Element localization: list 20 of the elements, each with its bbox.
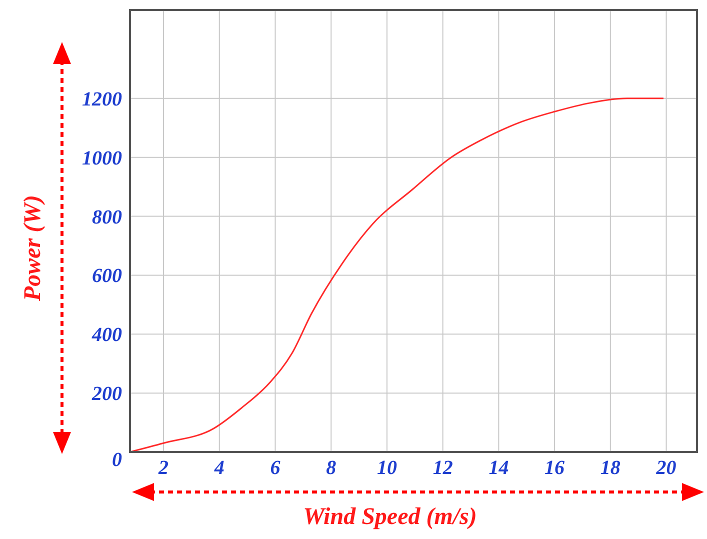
x-tick-label: 12 — [432, 457, 453, 479]
x-tick-label: 6 — [270, 457, 280, 479]
x-tick-label: 16 — [544, 457, 565, 479]
x-tick-label: 14 — [488, 457, 509, 479]
y-tick-label: 1000 — [82, 147, 122, 170]
y-tick-label: 800 — [92, 206, 122, 228]
y-tick-label: 1200 — [82, 88, 122, 110]
y-tick-label: 0 — [112, 449, 122, 471]
x-tick-label: 20 — [655, 457, 676, 479]
x-tick-label: 10 — [376, 457, 397, 479]
y-tick-label: 200 — [91, 383, 122, 406]
x-tick-label: 4 — [213, 457, 224, 479]
x-tick-label: 8 — [326, 457, 336, 479]
x-tick-label: 18 — [600, 457, 620, 479]
x-axis-title: Wind Speed (m/s) — [303, 504, 477, 530]
y-axis-title: Power (W) — [20, 195, 46, 302]
line-series — [129, 98, 664, 453]
y-tick-label: 400 — [91, 324, 122, 346]
x-tick-label: 2 — [158, 457, 169, 479]
y-tick-label: 600 — [92, 265, 122, 288]
